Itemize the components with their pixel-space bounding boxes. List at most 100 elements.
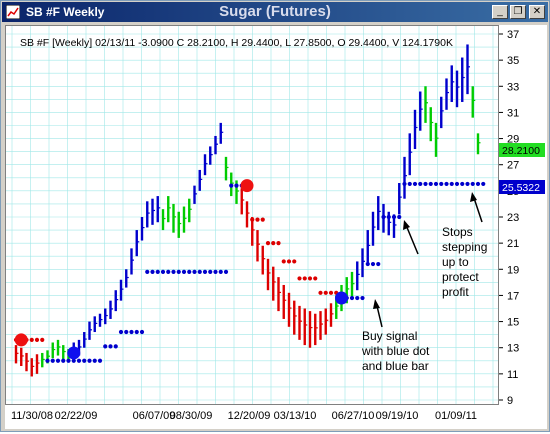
stop-dot — [470, 181, 475, 187]
x-tick-label: 08/30/09 — [170, 410, 213, 422]
restore-button[interactable]: ❐ — [510, 5, 526, 19]
x-tick-label: 06/07/09 — [133, 410, 176, 422]
x-tick-label: 11/30/08 — [11, 410, 53, 422]
stop-dot — [150, 269, 155, 274]
stop-price-text: 25.5322 — [502, 182, 540, 194]
stop-dot — [407, 181, 412, 187]
stop-dot — [139, 329, 145, 335]
stop-dot — [218, 269, 223, 274]
y-tick-label: 29 — [507, 134, 519, 146]
stop-dot — [229, 183, 234, 188]
stop-dot — [29, 337, 34, 342]
chart-plot-area[interactable]: SB #F [Weekly] 02/13/11 -3.0900 C 28.210… — [5, 25, 499, 405]
stop-dot — [187, 269, 192, 274]
x-tick-label: 09/19/10 — [376, 410, 419, 422]
stop-dot — [87, 358, 92, 363]
stop-dot — [97, 358, 103, 363]
stop-dot — [386, 214, 391, 220]
y-tick-label: 15 — [507, 317, 519, 329]
restore-icon: ❐ — [513, 6, 523, 17]
stop-dot — [376, 261, 381, 267]
stop-dot — [365, 261, 370, 267]
stop-dot — [271, 241, 276, 246]
stop-dot — [418, 181, 423, 187]
stop-dot — [213, 269, 218, 274]
close-icon: ✕ — [532, 6, 542, 17]
stop-dot — [355, 295, 360, 301]
stop-dot — [155, 269, 160, 274]
stop-dot — [391, 214, 397, 220]
buy-signal-dot — [335, 291, 348, 305]
buy-arrow — [376, 305, 383, 328]
y-tick-label: 27 — [507, 160, 519, 172]
stop-dot — [349, 295, 355, 301]
title-bar[interactable]: SB #F Weekly Sugar (Futures) _ ❐ ✕ — [2, 2, 548, 22]
stop-dot — [318, 290, 323, 295]
minimize-button[interactable]: _ — [492, 5, 508, 19]
stops-arrow-2 — [473, 197, 483, 223]
stop-dot — [307, 276, 313, 281]
stops-arrow-1 — [405, 224, 419, 255]
stops-label-line: Stops — [442, 225, 473, 239]
stop-dot — [40, 337, 45, 342]
stop-dot — [260, 217, 265, 222]
stop-dot — [160, 269, 166, 274]
buy-label-line: and blue bar — [362, 359, 429, 373]
stop-dot — [202, 269, 208, 274]
stops-annotation: Stops stepping up to protect profit — [403, 192, 487, 299]
sell-signal-dot — [240, 179, 254, 193]
minimize-icon: _ — [497, 6, 503, 17]
stop-dot — [402, 181, 407, 187]
stop-dot — [113, 344, 118, 349]
close-button[interactable]: ✕ — [529, 5, 545, 19]
y-tick-label: 21 — [507, 238, 519, 250]
stop-dot — [412, 181, 418, 187]
stop-dot — [92, 358, 97, 363]
stop-dot — [134, 329, 139, 335]
stop-dot — [71, 358, 76, 363]
stop-dot — [265, 241, 271, 246]
stop-dot — [145, 269, 150, 274]
stop-dot — [166, 269, 171, 274]
stop-dot — [129, 329, 134, 335]
stop-dot — [328, 290, 334, 295]
buy-arrowhead — [373, 299, 380, 309]
x-axis: 11/30/08 02/22/09 06/07/09 08/30/09 12/20/09… — [5, 405, 547, 429]
stop-dot — [103, 344, 108, 349]
stop-dot — [276, 241, 281, 246]
stop-dot — [444, 181, 449, 187]
stop-dot — [313, 276, 318, 281]
y-axis-svg: 91113151719212325272931333537 28.2100 25… — [499, 29, 545, 407]
stop-dot — [76, 358, 82, 363]
chart-app-icon — [6, 5, 20, 19]
stops-label-line: protect — [442, 270, 479, 284]
stop-dot — [108, 344, 113, 349]
stop-dot — [181, 269, 187, 274]
stops-label-line: profit — [442, 285, 469, 299]
x-tick-label: 01/09/11 — [435, 410, 477, 422]
stop-dot — [66, 358, 71, 363]
sell-signal-dot — [14, 333, 28, 347]
stop-dot — [255, 217, 260, 222]
stop-dot — [370, 261, 376, 267]
y-tick-label: 17 — [507, 290, 519, 302]
stop-dot — [124, 329, 129, 335]
x-tick-label: 03/13/10 — [274, 410, 317, 422]
stop-dot — [192, 269, 197, 274]
buy-annotation: Buy signal with blue dot and blue bar — [361, 299, 430, 373]
y-tick-label: 35 — [507, 55, 519, 67]
stop-dot — [302, 276, 307, 281]
stops-arrowhead-2 — [470, 192, 477, 202]
stop-dot — [171, 269, 176, 274]
stop-dot — [55, 358, 61, 363]
stop-dot — [454, 181, 460, 187]
stop-dot — [197, 269, 202, 274]
y-tick-label: 11 — [507, 369, 518, 381]
stop-dot — [323, 290, 328, 295]
stop-dot — [360, 295, 365, 301]
stop-dot — [439, 181, 444, 187]
buy-signal-dot — [67, 346, 81, 360]
stop-dot — [423, 181, 428, 187]
stop-dot — [460, 181, 465, 187]
x-tick-label: 12/20/09 — [228, 410, 271, 422]
